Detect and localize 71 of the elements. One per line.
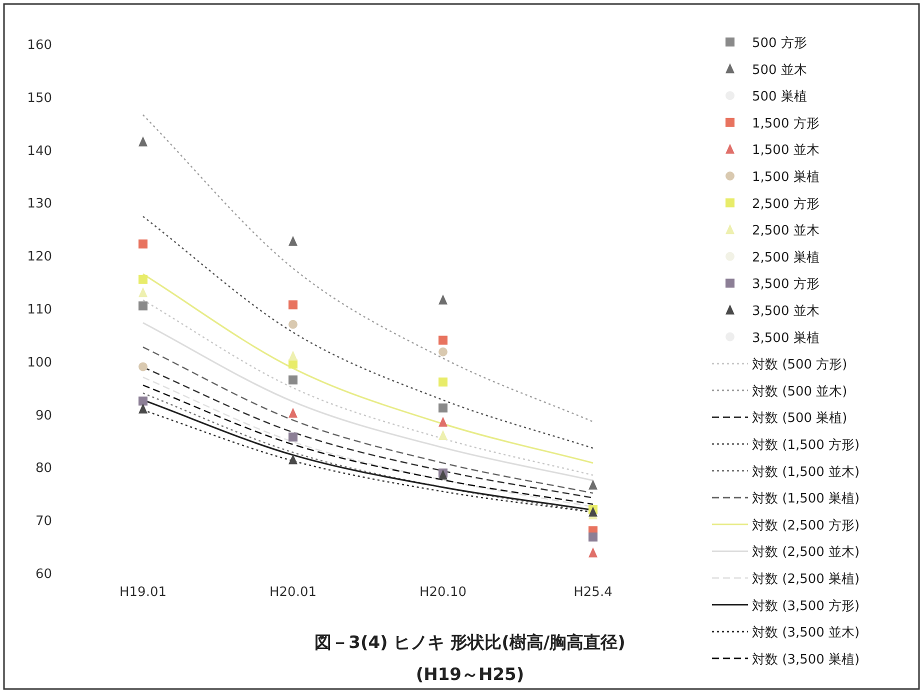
line-series	[142, 114, 594, 422]
point	[588, 532, 598, 542]
legend-label: 対数 (3,500 方形)	[752, 598, 860, 614]
x-tick-label: H20.01	[270, 585, 316, 600]
legend-label: 500 巣植	[752, 90, 807, 105]
point	[288, 432, 298, 442]
legend-label: 対数 (500 並木)	[752, 383, 848, 400]
x-tick-label: H25.4	[574, 585, 612, 600]
legend-label: 3,500 並木	[752, 304, 820, 319]
legend-label: 3,500 巣植	[752, 330, 820, 346]
y-tick-label: 70	[35, 514, 52, 530]
legend-label: 2,500 巣植	[752, 250, 820, 266]
y-tick-label: 150	[27, 90, 52, 106]
point	[438, 347, 448, 356]
point	[138, 239, 148, 248]
y-tick-label: 160	[27, 38, 52, 53]
y-tick-label: 120	[27, 250, 52, 265]
legend-label: 対数 (1,500 方形)	[752, 437, 860, 453]
legend-label: 500 並木	[752, 62, 807, 78]
point	[288, 300, 298, 310]
legend-label: 対数 (3,500 並木)	[752, 624, 860, 641]
x-tick-label: H20.10	[420, 585, 466, 600]
legend-label: 対数 (3,500 巣植)	[752, 651, 860, 668]
point	[288, 236, 298, 246]
legend-label: 1,500 巣植	[752, 170, 820, 185]
y-tick-label: 100	[27, 355, 52, 370]
y-tick-label: 110	[27, 302, 52, 318]
point	[438, 430, 448, 440]
legend-label: 対数 (1,500 並木)	[752, 464, 860, 480]
point	[138, 287, 148, 298]
y-tick-label: 80	[35, 461, 52, 476]
legend-label: 500 方形	[752, 35, 807, 51]
point	[288, 320, 298, 329]
point	[288, 375, 298, 384]
point	[138, 404, 148, 414]
legend-label: 1,500 並木	[752, 143, 820, 158]
point	[138, 301, 148, 310]
point	[288, 408, 298, 418]
text: 図－3(4) ヒノキ 形状比(樹高/胸高直径)	[314, 633, 626, 653]
point	[138, 396, 148, 406]
line-series	[142, 346, 594, 494]
legend-label: 対数 (500 巣植)	[752, 410, 848, 426]
y-tick-label: 140	[27, 144, 52, 159]
point	[438, 403, 448, 412]
point	[588, 547, 598, 558]
point	[288, 350, 298, 361]
point	[138, 362, 148, 372]
point	[438, 416, 448, 427]
legend-label: 2,500 並木	[752, 224, 820, 239]
x-tick-label: H19.01	[120, 585, 166, 600]
point	[588, 506, 598, 517]
y-tick-label: 90	[35, 408, 52, 424]
point	[138, 136, 148, 146]
line-series	[142, 216, 594, 449]
legend-label: 対数 (2,500 方形)	[752, 517, 860, 534]
point	[438, 378, 448, 387]
legend-label: 対数 (2,500 巣植)	[752, 571, 860, 587]
point	[438, 294, 448, 305]
text: (H19～H25)	[416, 665, 524, 685]
y-tick-label: 60	[35, 567, 52, 582]
legend-label: 1,500 方形	[752, 115, 820, 132]
legend-label: 2,500 方形	[752, 196, 820, 212]
point	[438, 336, 448, 345]
legend-label: 対数 (2,500 並木)	[752, 544, 860, 560]
point	[138, 274, 148, 284]
point	[288, 454, 298, 464]
legend-label: 対数 (500 方形)	[752, 356, 848, 373]
legend-label: 3,500 方形	[752, 276, 820, 292]
legend-label: 対数 (1,500 巣植)	[752, 490, 860, 507]
point	[588, 480, 598, 490]
y-tick-label: 130	[27, 196, 52, 212]
